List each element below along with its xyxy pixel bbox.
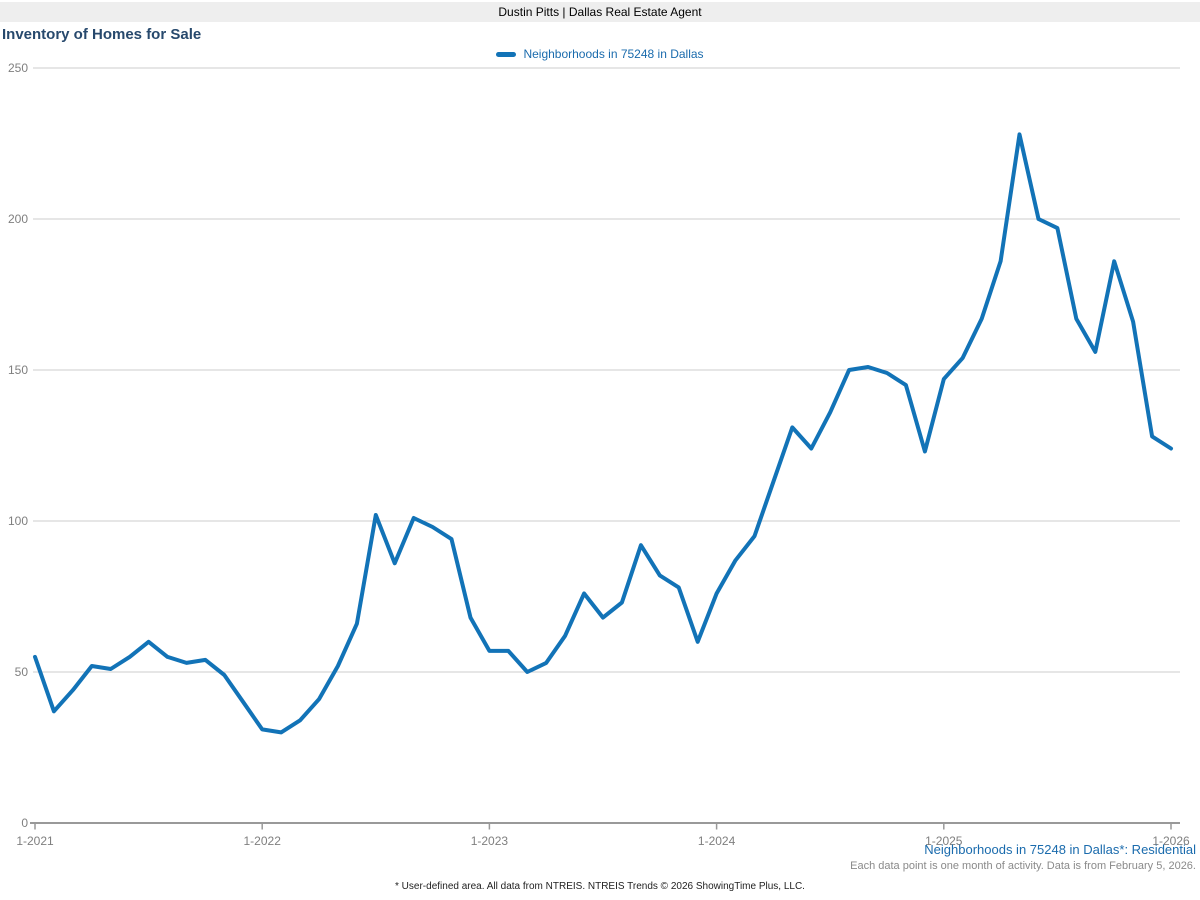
- x-axis-label-1-2025: 1-2025: [925, 834, 963, 848]
- footer-series-label: Neighborhoods in 75248 in Dallas*: Resid…: [924, 842, 1196, 857]
- x-axis-label-1-2024: 1-2024: [698, 834, 736, 848]
- chart-legend: Neighborhoods in 75248 in Dallas: [0, 47, 1200, 61]
- y-axis-label-200: 200: [8, 212, 28, 226]
- y-axis-label-150: 150: [8, 363, 28, 377]
- legend-label: Neighborhoods in 75248 in Dallas: [523, 47, 704, 61]
- header-bar: Dustin Pitts | Dallas Real Estate Agent: [0, 2, 1200, 22]
- x-axis-label-1-2022: 1-2022: [244, 834, 282, 848]
- y-axis-label-250: 250: [8, 61, 28, 75]
- footer-disclaimer: * User-defined area. All data from NTREI…: [395, 881, 805, 892]
- footer-data-note: Each data point is one month of activity…: [850, 860, 1196, 872]
- legend-item[interactable]: Neighborhoods in 75248 in Dallas: [496, 47, 704, 61]
- x-axis-label-1-2023: 1-2023: [471, 834, 509, 848]
- page-title: Inventory of Homes for Sale: [2, 26, 202, 43]
- legend-line-swatch-icon: [496, 51, 517, 57]
- y-axis-label-50: 50: [15, 665, 29, 679]
- header-title: Dustin Pitts | Dallas Real Estate Agent: [498, 5, 702, 19]
- y-axis-label-0: 0: [21, 816, 28, 830]
- series-line-neighborhoods-75248: [33, 132, 1173, 735]
- x-axis-label-1-2026: 1-2026: [1152, 834, 1190, 848]
- y-axis-label-100: 100: [8, 514, 28, 528]
- x-axis-label-1-2021: 1-2021: [16, 834, 54, 848]
- chart-footnotes: Neighborhoods in 75248 in Dallas*: Resid…: [850, 842, 1196, 872]
